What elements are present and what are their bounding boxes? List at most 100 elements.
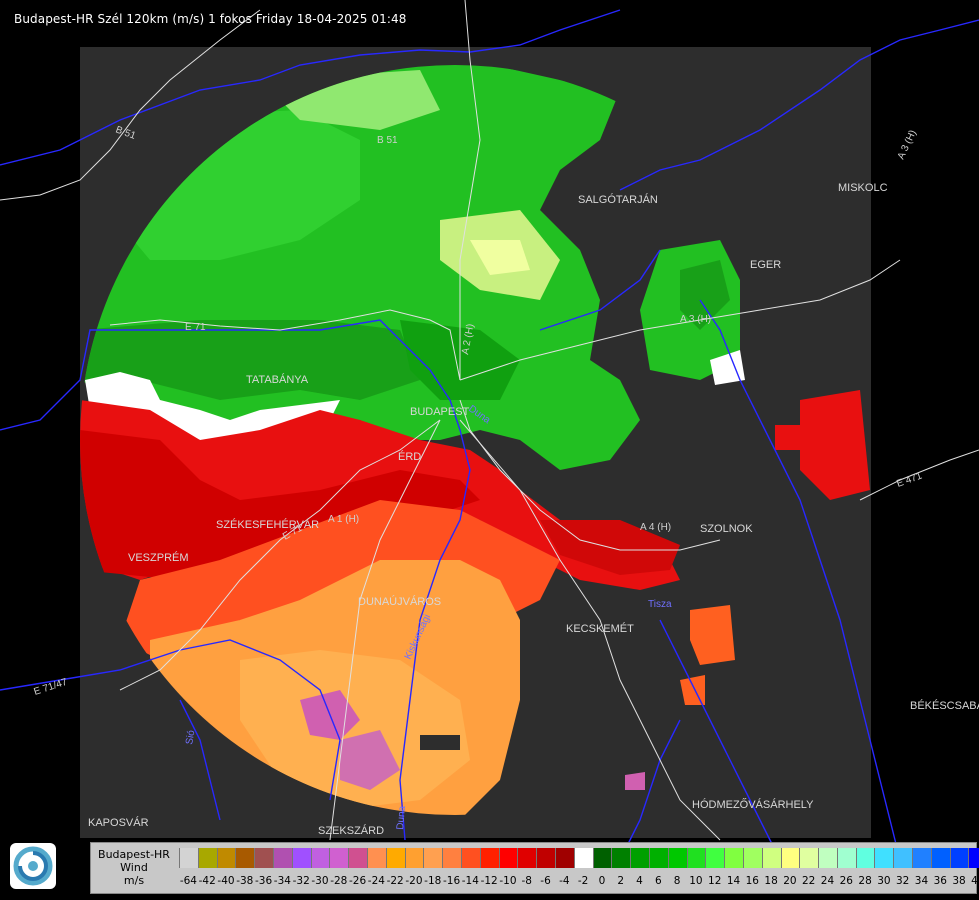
road-label: E 71: [185, 322, 206, 333]
legend-quantity: Wind: [120, 861, 148, 874]
place-labels: SALGÓTARJÁN MISKOLC EGER TATABÁNYA BUDAP…: [88, 182, 979, 837]
legend-tick-label: 32: [895, 875, 910, 887]
place-szolnok: SZOLNOK: [700, 523, 753, 535]
organization-logo: [10, 843, 56, 889]
legend-swatch: [179, 848, 198, 868]
legend-swatch: [686, 848, 706, 868]
place-miskolc: MISKOLC: [838, 182, 888, 194]
legend-tick-label: -22: [386, 875, 404, 887]
legend-tick-label: 36: [933, 875, 947, 887]
legend-swatch: [423, 848, 443, 868]
legend-tick-label: 24: [820, 875, 835, 887]
legend-tick-label: -4: [559, 875, 570, 887]
legend-swatch: [235, 848, 255, 868]
river-label: Duna: [395, 805, 408, 830]
legend-tick-labels: -64 -42 -40 -38 -36 -34 -32 -30 -28 -26 -24 -22 -20-…: [179, 875, 979, 889]
legend-tick-label: 12: [708, 875, 722, 887]
legend-swatch: [442, 848, 461, 868]
place-salgotarjan: SALGÓTARJÁN: [578, 193, 658, 206]
legend-tick-label: 2: [617, 875, 625, 887]
legend-tick-label: -36: [255, 875, 273, 887]
legend-tick-label: 0: [598, 875, 606, 887]
legend-swatch: [949, 848, 969, 868]
road-label: A 3 (H): [680, 314, 711, 325]
legend-swatch: [498, 848, 518, 868]
legend-swatch: [310, 848, 330, 868]
legend-swatch: [348, 848, 367, 868]
legend-tick-label: -8: [521, 875, 532, 887]
place-erd: ÉRD: [398, 450, 421, 463]
legend-swatch: [724, 848, 743, 868]
road-network: [0, 0, 979, 841]
legend-color-swatches: [179, 848, 979, 868]
legend-unit: m/s: [123, 874, 145, 887]
place-eger: EGER: [750, 259, 781, 271]
legend-swatch: [968, 848, 979, 868]
country-borders: [0, 9, 979, 861]
legend-swatch: [216, 848, 236, 868]
legend-swatch: [836, 848, 856, 868]
place-hodmezovasarhely: HÓDMEZŐVÁSÁRHELY: [692, 797, 814, 811]
legend-title: Budapest-HR Wind m/s: [91, 843, 177, 893]
legend-tick-label: 16: [745, 875, 759, 887]
legend-swatch: [648, 848, 668, 868]
legend-swatch: [893, 848, 913, 868]
river-label: Sió: [184, 729, 197, 746]
legend-swatch: [272, 848, 292, 868]
legend-swatch: [291, 848, 311, 868]
road-label: A 2 (H): [460, 323, 476, 356]
legend-swatch: [479, 848, 499, 868]
legend-swatch: [630, 848, 649, 868]
road-label: A 1 (H): [328, 514, 359, 525]
legend-swatch: [366, 848, 386, 868]
legend-swatch: [404, 848, 424, 868]
legend-swatch: [611, 848, 631, 868]
legend-tick-label: 14: [726, 875, 741, 887]
road-label: B 51: [377, 135, 398, 146]
legend-tick-label: 22: [802, 875, 816, 887]
legend-tick-label: -40: [217, 875, 235, 887]
legend-tick-label: 38: [952, 875, 966, 887]
legend-swatch: [855, 848, 875, 868]
legend-tick-label: -64: [179, 875, 197, 887]
legend-tick-label: 30: [877, 875, 891, 887]
place-bekescsaba: BÉKÉSCSABA: [910, 699, 979, 712]
legend-swatch: [197, 848, 217, 868]
legend-swatch: [536, 848, 555, 868]
legend-swatch: [667, 848, 687, 868]
legend-tick-label: -24: [367, 875, 385, 887]
legend-tick-label: -26: [348, 875, 367, 887]
map-title: Budapest-HR Szél 120km (m/s) 1 fokos Fri…: [14, 12, 407, 26]
legend-tick-label: 18: [764, 875, 778, 887]
legend-swatch: [573, 848, 593, 868]
legend-swatch: [554, 848, 574, 868]
place-kecskemet: KECSKEMÉT: [566, 622, 634, 635]
legend-tick-label: -12: [480, 875, 498, 887]
legend-tick-label: -14: [461, 875, 479, 887]
place-szekszard: SZEKSZÁRD: [318, 824, 384, 837]
legend-tick-label: 26: [839, 875, 853, 887]
legend-swatch: [874, 848, 894, 868]
legend-swatch: [818, 848, 837, 868]
legend-swatch: [592, 848, 612, 868]
place-szekesfehervar: SZÉKESFEHÉRVÁR: [216, 518, 319, 531]
legend-tick-label: -2: [577, 875, 589, 887]
place-veszprem: VESZPRÉM: [128, 551, 189, 564]
swirl-logo-icon: [13, 846, 53, 886]
legend-radar-name: Budapest-HR: [98, 848, 170, 861]
legend-swatch: [254, 848, 273, 868]
place-tatabanya: TATABÁNYA: [246, 373, 309, 386]
legend-swatch: [705, 848, 725, 868]
river-label: Tisza: [648, 599, 672, 610]
legend-tick-label: 10: [689, 875, 703, 887]
place-budapest: BUDAPEST: [410, 406, 470, 418]
wind-legend: Budapest-HR Wind m/s -64 -42 -40 -38 -36 -34-…: [90, 842, 979, 894]
legend-swatch: [385, 848, 405, 868]
legend-tick-label: -20: [405, 875, 423, 887]
legend-tick-label: 4: [636, 875, 643, 887]
road-label: A 4 (H): [640, 522, 671, 533]
legend-swatch: [761, 848, 781, 868]
legend-tick-label: -28: [330, 875, 348, 887]
legend-tick-label: -38: [236, 875, 254, 887]
